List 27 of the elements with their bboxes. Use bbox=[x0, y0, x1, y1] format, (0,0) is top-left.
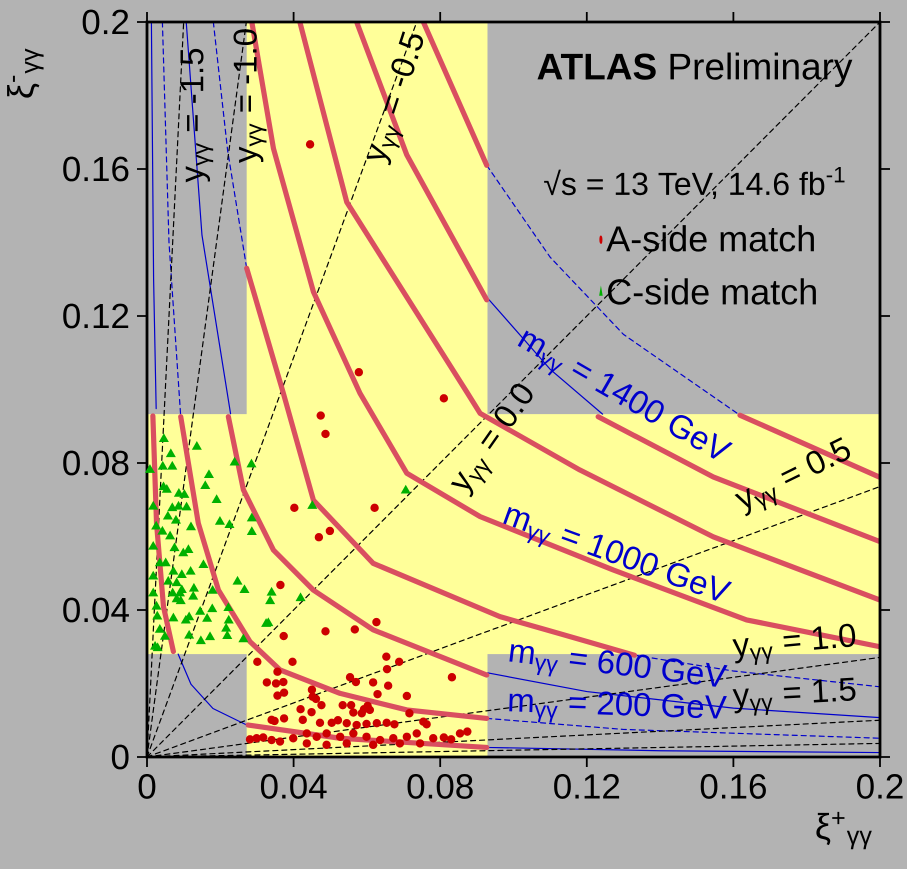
x-tick-label: 0 bbox=[138, 774, 156, 799]
y-tick-label: 0.2 bbox=[82, 10, 128, 34]
annotation: y$_{γγ}$ = 1.0 bbox=[732, 624, 856, 665]
annotation: √s = 13 TeV, 14.6 fb$^{-1}$ bbox=[544, 166, 844, 199]
x-tick-label: 0.16 bbox=[700, 774, 766, 799]
legend-label: A-side match bbox=[606, 225, 814, 252]
annotation: y$_{γγ}$ = -1.0 bbox=[233, 29, 266, 163]
x-tick-label: 0.2 bbox=[857, 774, 903, 799]
annotation: m$_{γγ}$ = 600 GeV bbox=[509, 644, 728, 687]
annotation: y$_{γγ}$ = 1.5 bbox=[732, 678, 856, 716]
annotation: m$_{γγ}$ = 1000 GeV bbox=[503, 506, 732, 601]
annotation: y$_{γγ}$ = -1.5 bbox=[180, 48, 214, 182]
x-axis-title: ξ$^{+}$γγ bbox=[816, 812, 872, 850]
y-tick-label: 0 bbox=[112, 744, 129, 770]
y-tick-label: 0.04 bbox=[63, 598, 129, 622]
annotation: y$_{γγ}$ = -0.5 bbox=[366, 31, 424, 166]
y-tick-label: 0.08 bbox=[63, 450, 128, 476]
y-tick-label: 0.12 bbox=[63, 304, 128, 328]
x-tick-label: 0.08 bbox=[408, 774, 473, 799]
x-tick-label: 0.04 bbox=[260, 774, 327, 799]
y-axis-title: ξ$^{-}$γγ bbox=[7, 48, 44, 98]
x-tick-label: 0.12 bbox=[554, 774, 620, 799]
annotation: y$_{γγ}$ = 0.5 bbox=[734, 437, 850, 516]
annotation: y$_{γγ}$ = 0.0 bbox=[450, 384, 532, 498]
y-tick-label: 0.16 bbox=[63, 156, 128, 182]
legend-label: C-side match bbox=[608, 278, 816, 305]
annotation: ATLAS Preliminary bbox=[537, 52, 852, 88]
